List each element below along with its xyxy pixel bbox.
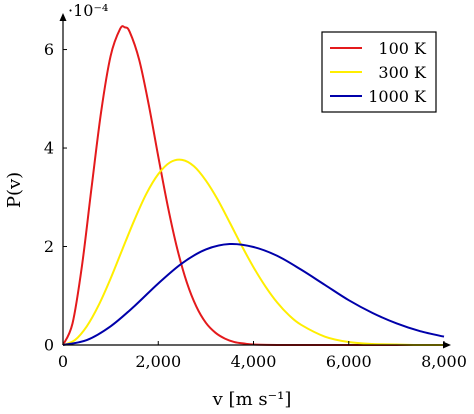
y-tick-label: 0 — [44, 336, 54, 355]
axes — [59, 13, 451, 349]
x-tick-label: 8,000 — [421, 352, 467, 371]
x-axis-label: v [m s⁻¹] — [212, 389, 292, 410]
series-line-2 — [62, 242, 445, 346]
y-tick-label: 6 — [44, 40, 54, 59]
series-line-1 — [62, 158, 445, 347]
x-tick-label: 4,000 — [231, 352, 277, 371]
y-scale-label: ·10⁻⁴ — [68, 1, 108, 20]
y-tick-label: 2 — [44, 237, 54, 256]
x-tick-label: 0 — [58, 352, 68, 371]
ticks: 0 2,000 4,000 6,000 8,000 0 2 4 6 — [44, 40, 467, 371]
legend-label: 100 K — [378, 39, 427, 58]
y-axis-label: P(v) — [4, 172, 25, 208]
x-tick-label: 2,000 — [135, 352, 181, 371]
y-axis-arrow-icon — [59, 13, 67, 21]
x-tick-label: 6,000 — [326, 352, 372, 371]
legend: 100 K 300 K 1000 K — [321, 31, 437, 113]
y-tick-label: 4 — [44, 139, 54, 158]
legend-label: 300 K — [378, 63, 427, 82]
legend-label: 1000 K — [368, 87, 427, 106]
x-axis-arrow-icon — [443, 341, 451, 349]
